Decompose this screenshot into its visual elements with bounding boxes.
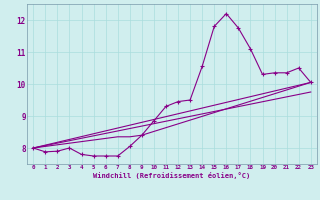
X-axis label: Windchill (Refroidissement éolien,°C): Windchill (Refroidissement éolien,°C) [93,172,251,179]
